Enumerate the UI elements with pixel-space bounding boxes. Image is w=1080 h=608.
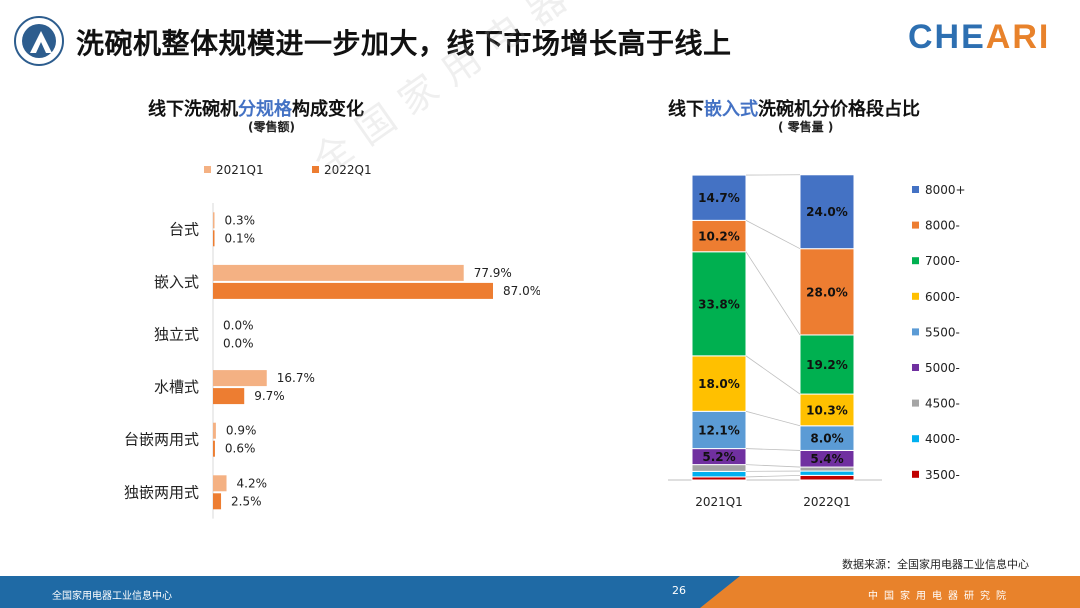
series-connector-line (745, 220, 801, 250)
footer-institute-name: 中国家用电器研究院 (868, 591, 1012, 602)
segment-3500- (799, 474, 855, 481)
legend-label-5500-: 5500- (925, 325, 960, 339)
left-chart-subtitle: (零售额) (248, 120, 295, 134)
legend-swatch-3500- (912, 470, 919, 478)
page-title: 洗碗机整体规模进一步加大，线下市场增长高于线上 (76, 27, 732, 60)
segment-label-8000+: 24.0% (806, 205, 848, 219)
data-label-2021Q1: 0.3% (225, 213, 256, 227)
series-connector-line (745, 251, 801, 336)
data-label-2022Q1: 0.1% (225, 231, 256, 245)
series-connector-line (745, 355, 801, 395)
data-source: 数据来源：全国家用电器工业信息中心 (842, 558, 1029, 571)
data-label-2021Q1: 4.2% (237, 476, 268, 490)
legend-swatch-4000- (912, 435, 919, 443)
brand-logo-part-b: ARI (985, 18, 1051, 56)
legend-label-3500-: 3500- (925, 468, 960, 482)
data-label-2022Q1: 0.6% (225, 442, 256, 456)
x-tick-label: 2022Q1 (803, 495, 851, 509)
legend-swatch-2022Q1 (312, 166, 319, 173)
legend-swatch-6000- (912, 292, 919, 300)
data-label-2022Q1: 0.0% (223, 337, 254, 351)
bar-2022Q1 (213, 282, 493, 299)
category-label: 嵌入式 (154, 273, 199, 291)
right-chart-subtitle: ( 零售量 ) (778, 120, 834, 134)
segment-label-6000-: 10.3% (806, 403, 848, 417)
segment-label-7000-: 19.2% (806, 358, 848, 372)
bar-2021Q1 (213, 475, 227, 492)
segment-4000- (691, 470, 747, 478)
series-connector-line (745, 464, 801, 468)
right-chart-title: 线下嵌入式洗碗机分价格段占比 (668, 99, 920, 120)
segment-4000- (799, 470, 855, 476)
legend-label-6000-: 6000- (925, 290, 960, 304)
data-label-2021Q1: 16.7% (277, 371, 315, 385)
legend-swatch-4500- (912, 399, 919, 407)
legend-label-4500-: 4500- (925, 397, 960, 411)
segment-8000+ (691, 174, 747, 221)
segment-8000- (799, 248, 855, 336)
left-bar-chart: 2021Q1 2022Q1 台式 0.3% 0.1% 嵌入式 77.9% 87.0% 独立式 0.… (124, 163, 540, 519)
data-label-2022Q1: 87.0% (503, 284, 540, 298)
footer-band-orange (700, 576, 1080, 608)
data-label-2021Q1: 77.9% (474, 266, 512, 280)
segment-label-5500-: 12.1% (698, 423, 740, 437)
data-label-2022Q1: 9.7% (254, 389, 285, 403)
institute-logo (14, 16, 64, 66)
left-chart-title: 线下洗碗机分规格构成变化 (148, 99, 364, 120)
footer-org-name: 全国家用电器工业信息中心 (52, 591, 172, 602)
data-label-2021Q1: 0.0% (223, 319, 254, 333)
segment-4500- (691, 464, 747, 472)
bar-2022Q1 (213, 440, 215, 457)
segment-7000- (691, 251, 747, 357)
legend-label-7000-: 7000- (925, 254, 960, 268)
category-label: 独立式 (154, 326, 199, 344)
legend-swatch-2021Q1 (204, 166, 211, 173)
legend-swatch-7000- (912, 257, 919, 265)
right-stacked-chart: 5.2% 12.1% 18.0% 33.8% 10.2% 14.7% 2021Q1 5.4% 8… (668, 174, 966, 509)
bar-2021Q1 (213, 370, 267, 387)
legend-label-8000-: 8000- (925, 219, 960, 233)
legend-label-4000-: 4000- (925, 432, 960, 446)
page-number: 26 (672, 584, 686, 597)
bar-2022Q1 (213, 388, 245, 405)
legend-swatch-5500- (912, 328, 919, 336)
segment-label-5000-: 5.4% (810, 452, 843, 466)
data-label-2021Q1: 0.9% (226, 424, 257, 438)
bar-2021Q1 (213, 264, 464, 281)
segment-label-6000-: 18.0% (698, 377, 740, 391)
brand-logo: CHEARI (908, 18, 1050, 57)
segment-8000+ (799, 174, 855, 250)
category-label: 台嵌两用式 (124, 431, 199, 449)
legend-swatch-5000- (912, 364, 919, 371)
category-label: 台式 (169, 220, 199, 238)
bar-2022Q1 (213, 230, 215, 247)
legend-swatch-8000- (912, 221, 919, 229)
category-label: 独嵌两用式 (124, 483, 199, 501)
series-connector-line (745, 474, 801, 478)
legend-label-5000-: 5000- (925, 361, 960, 375)
legend-label-2022Q1: 2022Q1 (324, 163, 372, 177)
series-connector-line (745, 410, 801, 427)
segment-4500- (799, 466, 855, 472)
segment-label-8000-: 10.2% (698, 230, 740, 244)
legend-label-8000+: 8000+ (925, 183, 966, 197)
segment-label-8000-: 28.0% (806, 285, 848, 299)
segment-7000- (799, 334, 855, 395)
legend-swatch-8000+ (912, 186, 919, 193)
brand-logo-part-a: CHE (908, 18, 986, 56)
category-label: 水槽式 (154, 378, 199, 396)
x-tick-label: 2021Q1 (695, 495, 743, 509)
segment-label-5000-: 5.2% (702, 450, 735, 464)
segment-label-8000+: 14.7% (698, 191, 740, 205)
segment-6000- (691, 355, 747, 412)
data-label-2022Q1: 2.5% (231, 494, 261, 508)
segment-label-7000-: 33.8% (698, 297, 740, 311)
segment-label-5500-: 8.0% (810, 432, 843, 446)
segment-5500- (691, 410, 747, 450)
bar-2022Q1 (213, 493, 222, 510)
bar-2021Q1 (213, 422, 216, 439)
bar-2021Q1 (213, 212, 215, 229)
series-connector-line (745, 448, 801, 451)
legend-label-2021Q1: 2021Q1 (216, 163, 264, 177)
